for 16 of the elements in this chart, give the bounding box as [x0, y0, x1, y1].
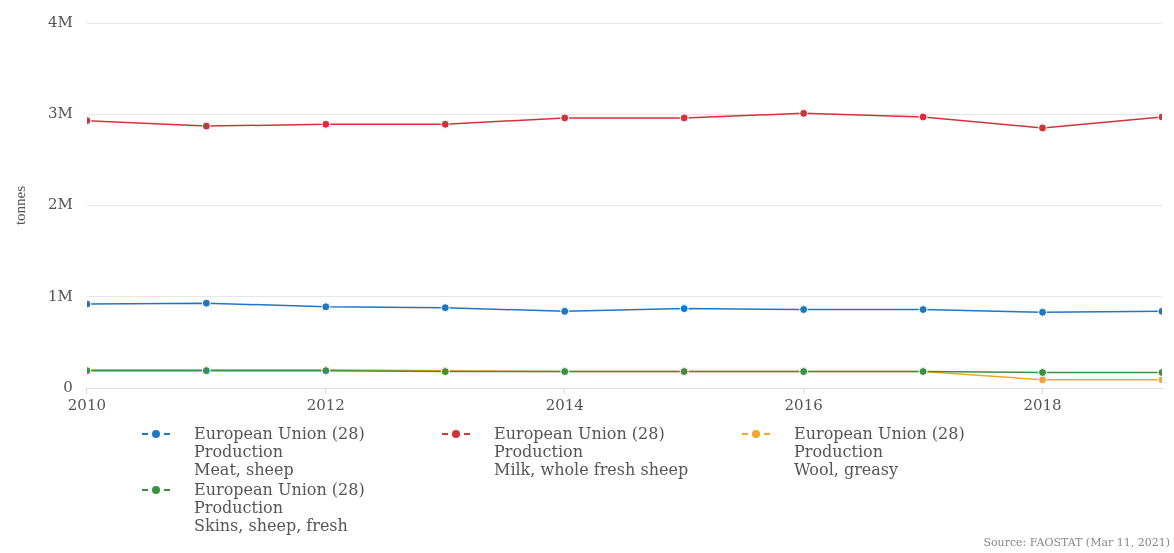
legend-label: European Union (28) Production Skins, sheep, fresh: [194, 480, 365, 535]
x-tick-label: 2010: [67, 395, 106, 414]
y-tick-label: 1M: [48, 286, 73, 305]
legend-label: European Union (28) Production Meat, sheep: [194, 424, 365, 479]
source-note: Source: FAOSTAT (Mar 11, 2021): [983, 536, 1170, 549]
y-tick-label: 0: [63, 377, 73, 396]
legend-label: European Union (28) Production Wool, greasy: [794, 424, 965, 479]
x-tick-label: 2012: [306, 395, 345, 414]
x-tick-label: 2016: [784, 395, 823, 414]
legend-label: European Union (28) Production Milk, whole fresh sheep: [494, 424, 689, 479]
y-tick-label: 2M: [48, 195, 73, 214]
y-tick-label: 4M: [48, 12, 73, 31]
x-tick-label: 2018: [1023, 395, 1062, 414]
y-axis-title: tonnes: [11, 185, 28, 226]
y-tick-label: 3M: [48, 104, 73, 123]
x-tick-label: 2014: [545, 395, 584, 414]
